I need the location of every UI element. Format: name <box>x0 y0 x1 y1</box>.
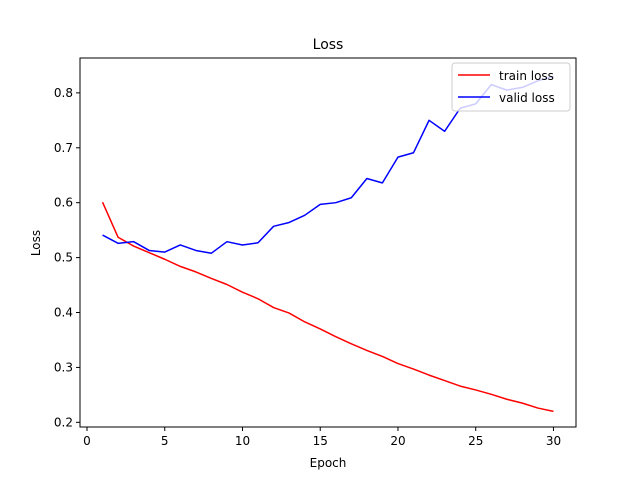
y-tick-label: 0.7 <box>54 141 73 155</box>
x-axis-label: Epoch <box>310 456 347 470</box>
series-line-train-loss <box>101 201 554 413</box>
legend-label-valid-loss: valid loss <box>499 91 555 105</box>
x-tick-label: 5 <box>161 434 169 448</box>
chart-title: Loss <box>313 37 344 53</box>
legend: train loss valid loss <box>451 62 571 112</box>
y-tick-label: 0.2 <box>54 415 73 429</box>
x-tick-label: 30 <box>546 434 561 448</box>
y-tick-label: 0.5 <box>54 251 73 265</box>
y-tick-label: 0.4 <box>54 306 73 320</box>
y-axis: 0.2 0.3 0.4 0.5 0.6 0.7 0.8 <box>54 86 80 429</box>
y-tick-label: 0.8 <box>54 86 73 100</box>
x-tick-label: 20 <box>390 434 405 448</box>
x-axis: 0 5 10 15 20 25 30 <box>83 427 561 448</box>
x-tick-label: 10 <box>235 434 250 448</box>
x-tick-label: 25 <box>468 434 483 448</box>
y-tick-label: 0.6 <box>54 196 73 210</box>
x-tick-label: 15 <box>313 434 328 448</box>
plot-frame <box>79 57 577 428</box>
y-axis-label: Loss <box>29 230 43 256</box>
x-tick-label: 0 <box>83 434 91 448</box>
y-tick-label: 0.3 <box>54 360 73 374</box>
legend-label-train-loss: train loss <box>499 69 554 83</box>
